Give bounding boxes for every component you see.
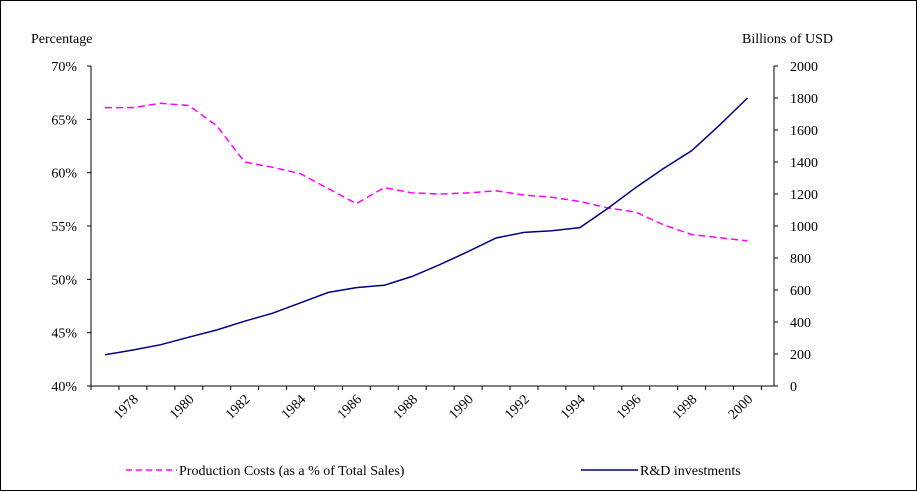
x-tick-label: 1990 [447,392,477,422]
x-tick-label: 1980 [167,392,197,422]
legend-label-rd-investments: R&D investments [640,464,741,479]
legend-label-production-costs: Production Costs (as a % of Total Sales) [179,464,405,479]
x-tick-label: 1996 [614,392,644,422]
x-axis-ticks: 1978 1980 1982 1984 1986 1988 1990 1992 1994 1996… [90,386,762,423]
right-tick-label: 400 [790,316,811,331]
x-tick-label: 1986 [335,392,365,422]
right-axis-title: Billions of USD [742,32,833,47]
x-tick-label: 1994 [558,392,588,422]
left-axis-title: Percentage [31,32,92,47]
left-tick-label: 55% [51,220,77,235]
series-line-production-costs [105,102,748,242]
x-tick-label: 1984 [279,392,309,422]
right-tick-label: 1800 [790,92,818,107]
series-line-rd-investments [104,97,749,356]
x-tick-label: 2000 [726,392,756,422]
right-tick-label: 0 [790,380,797,395]
plot-area [90,66,775,387]
right-tick-label: 2000 [790,60,818,75]
left-tick-label: 50% [51,273,77,288]
right-tick-label: 200 [790,348,811,363]
left-tick-label: 40% [51,380,77,395]
left-tick-label: 60% [51,167,77,182]
left-tick-label: 65% [51,113,77,128]
right-axis-ticks: 0 200 400 600 800 1000 1200 1400 1600 1800 2000 [774,60,818,395]
right-tick-label: 1400 [790,156,818,171]
left-tick-label: 70% [51,60,77,75]
left-tick-label: 45% [51,327,77,342]
x-tick-label: 1978 [111,392,141,422]
right-tick-label: 1200 [790,188,818,203]
x-tick-label: 1998 [670,392,700,422]
x-tick-label: 1992 [502,392,532,422]
right-tick-label: 600 [790,284,811,299]
series-lines [104,97,749,356]
x-tick-label: 1982 [223,392,253,422]
x-tick-label: 1988 [391,392,421,422]
right-tick-label: 1600 [790,124,818,139]
legend: Production Costs (as a % of Total Sales)… [126,464,741,479]
right-tick-label: 800 [790,252,811,267]
left-axis-ticks: 40% 45% 50% 55% 60% 65% 70% [51,60,91,395]
right-tick-label: 1000 [790,220,818,235]
